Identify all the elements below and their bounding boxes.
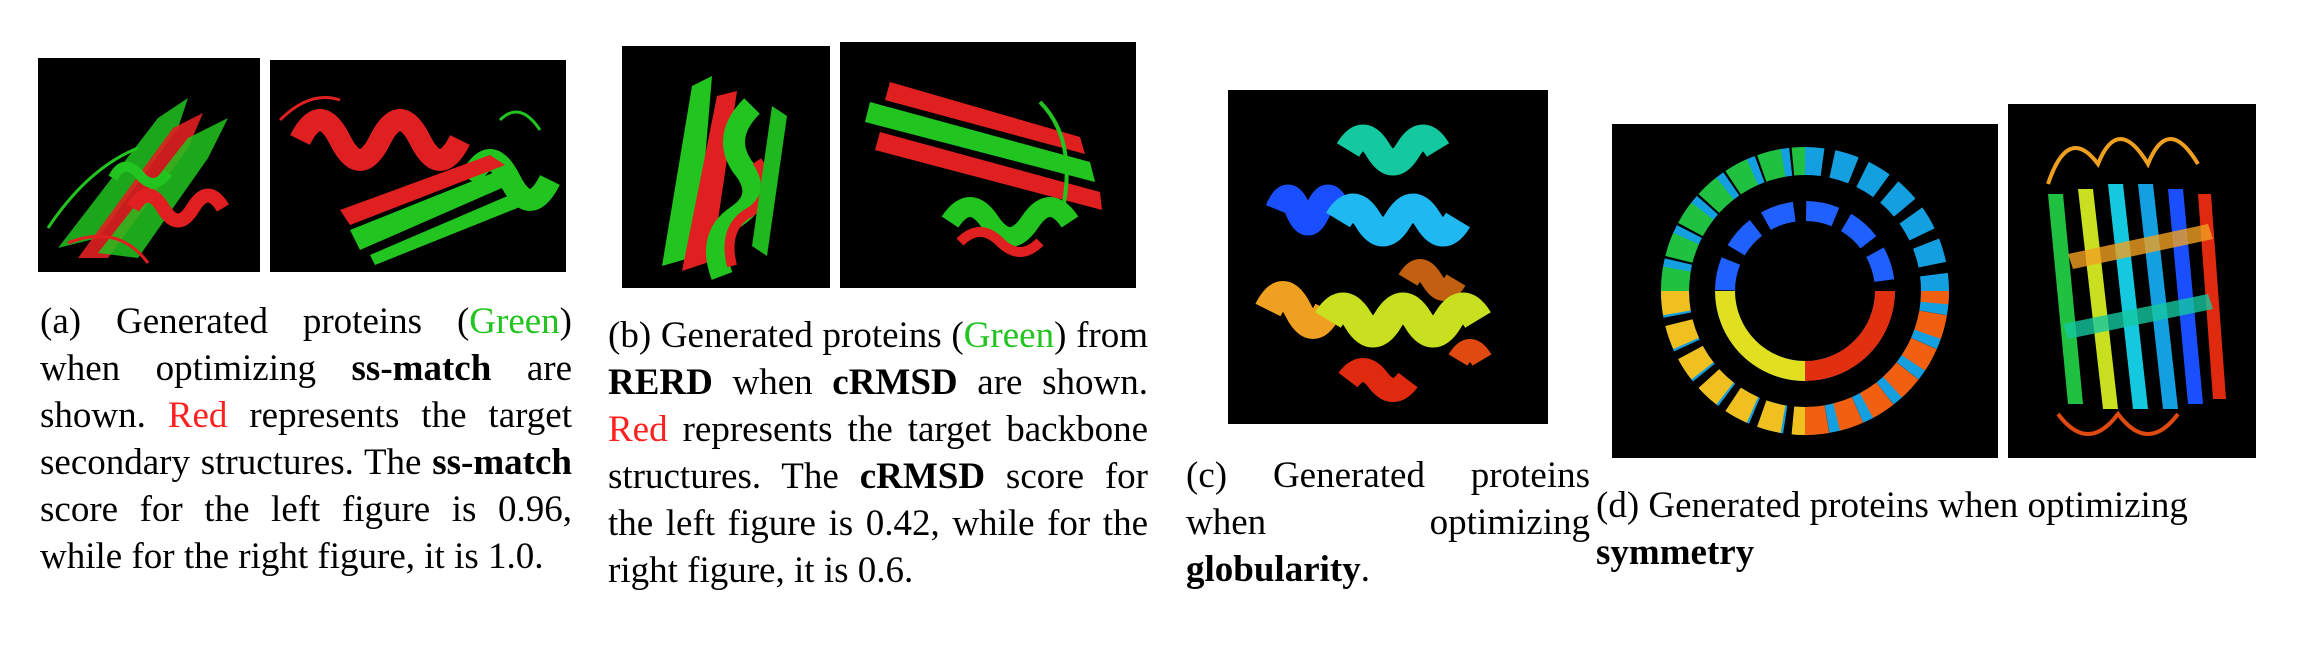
caption-b: (b) Generated proteins (Green) from RERD… (608, 312, 1148, 594)
caption-b-green-word: Green (963, 315, 1055, 356)
caption-b-bold-metric: cRMSD (859, 456, 986, 497)
caption-b-text: when (712, 362, 833, 403)
caption-b-text: ) from (1054, 315, 1149, 356)
panel-a-right-image (270, 60, 566, 272)
caption-c-bold-metric: globularity (1186, 549, 1361, 590)
caption-a-text: are shown. (40, 348, 572, 436)
caption-b-red-word: Red (608, 409, 668, 450)
caption-a-bold-metric: ss-match (351, 348, 492, 389)
panel-d-right-image (2008, 104, 2256, 458)
panel-b-left-image (622, 46, 830, 288)
caption-d: (d) Generated proteins when optimizing s… (1596, 482, 2276, 576)
caption-a-text: ) when optimizing (40, 301, 572, 389)
caption-b-bold-method: RERD (608, 362, 713, 403)
caption-c-text: . (1360, 549, 1370, 590)
caption-b-text: represents the target backbone structure… (608, 409, 1148, 497)
caption-a-text: score for the left figure is 0.96, while… (40, 489, 572, 577)
caption-a-label: (a) (40, 301, 82, 342)
caption-c: (c) Generated proteins when optimizing g… (1186, 452, 1590, 593)
panel-a-left-image (38, 58, 260, 272)
caption-a: (a) Generated proteins (Green) when opti… (40, 298, 572, 580)
caption-a-green-word: Green (469, 301, 560, 342)
caption-a-red-word: Red (167, 395, 228, 436)
caption-d-label: (d) (1596, 485, 1640, 526)
caption-a-bold-metric: ss-match (432, 442, 572, 483)
caption-b-bold-metric: cRMSD (832, 362, 958, 403)
caption-c-label: (c) (1186, 455, 1228, 496)
caption-b-label: (b) (608, 315, 652, 356)
caption-a-text: represents the target secondary structur… (40, 395, 572, 483)
caption-c-text: Generated proteins when optimizing (1186, 455, 1591, 543)
caption-d-text: Generated proteins when optimizing (1648, 485, 2188, 526)
caption-b-text: Generated proteins ( (660, 315, 964, 356)
caption-b-text: score for the left figure is 0.42, while… (608, 456, 1148, 591)
caption-a-text: Generated proteins ( (115, 301, 470, 342)
panel-d-left-image (1612, 124, 1998, 458)
panel-b-right-image (840, 42, 1136, 288)
caption-d-bold-metric: symmetry (1596, 532, 1755, 573)
panel-c-image (1228, 90, 1548, 424)
caption-b-text: are shown. (957, 362, 1148, 403)
